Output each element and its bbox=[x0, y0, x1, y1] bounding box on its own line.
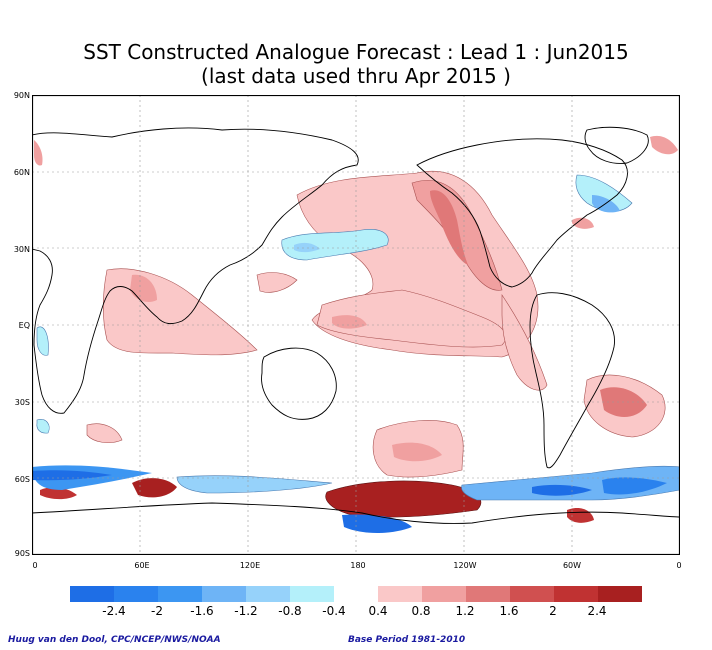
colorbar-swatch-positive bbox=[510, 586, 554, 602]
author-credit: Huug van den Dool, CPC/NCEP/NWS/NOAA bbox=[8, 635, 221, 645]
lon-label-120w: 120W bbox=[453, 561, 477, 570]
lon-label-0-east: 0 bbox=[676, 561, 682, 570]
colorbar-swatch-positive bbox=[598, 586, 642, 602]
colorbar-swatch-negative bbox=[70, 586, 114, 602]
map-frame bbox=[32, 95, 680, 555]
colorbar bbox=[70, 586, 642, 602]
colorbar-label: 1.6 bbox=[499, 604, 519, 618]
colorbar-label: -0.8 bbox=[278, 604, 302, 618]
sst-anomaly-map bbox=[32, 95, 680, 555]
colorbar-label: -2 bbox=[151, 604, 163, 618]
colorbar-label: -2.4 bbox=[102, 604, 126, 618]
lon-label-120e: 120E bbox=[239, 561, 261, 570]
colorbar-swatch-negative bbox=[202, 586, 246, 602]
base-period-note: Base Period 1981-2010 bbox=[348, 635, 466, 645]
lon-label-60e: 60E bbox=[134, 561, 150, 570]
lon-label-60w: 60W bbox=[562, 561, 582, 570]
graticule bbox=[32, 95, 680, 555]
colorbar-swatch-positive bbox=[378, 586, 422, 602]
coastlines bbox=[32, 126, 680, 524]
colorbar-label: 1.2 bbox=[455, 604, 475, 618]
lat-label-30n: 30N bbox=[13, 245, 30, 254]
colorbar-label: -1.2 bbox=[234, 604, 258, 618]
lat-label-eq: EQ bbox=[18, 321, 30, 330]
colorbar-label: 2 bbox=[549, 604, 557, 618]
colorbar-label: 0.8 bbox=[411, 604, 431, 618]
colorbar-swatch-negative bbox=[158, 586, 202, 602]
map-title-line-2: (last data used thru Apr 2015 ) bbox=[201, 64, 511, 88]
colorbar-swatch-negative bbox=[114, 586, 158, 602]
lat-label-90n: 90N bbox=[13, 91, 30, 100]
colorbar-swatch-negative bbox=[246, 586, 290, 602]
colorbar-label: 0.4 bbox=[368, 604, 388, 618]
lon-label-180: 180 bbox=[350, 561, 366, 570]
lon-label-0: 0 bbox=[32, 561, 38, 570]
colorbar-swatch-negative bbox=[290, 586, 334, 602]
lat-label-60s: 60S bbox=[14, 475, 30, 484]
map-title-line-1: SST Constructed Analogue Forecast : Lead… bbox=[83, 40, 629, 64]
colorbar-label: -1.6 bbox=[190, 604, 214, 618]
colorbar-swatch-positive bbox=[554, 586, 598, 602]
colorbar-swatch-positive bbox=[466, 586, 510, 602]
lat-label-90s: 90S bbox=[14, 549, 30, 558]
colorbar-label: 2.4 bbox=[587, 604, 607, 618]
colorbar-label: -0.4 bbox=[322, 604, 346, 618]
lat-label-30s: 30S bbox=[14, 398, 30, 407]
colorbar-swatch-positive bbox=[422, 586, 466, 602]
lat-label-60n: 60N bbox=[13, 168, 30, 177]
